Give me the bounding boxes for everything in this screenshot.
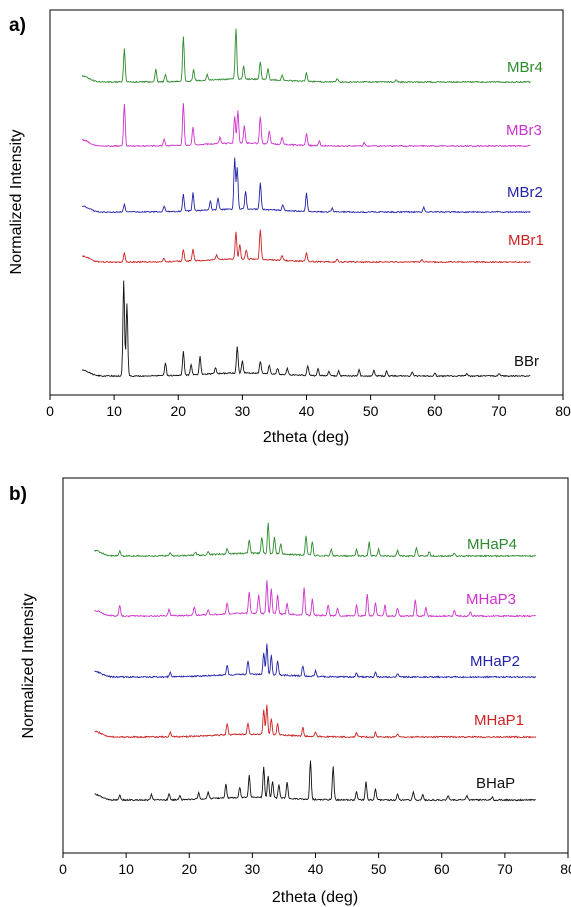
panel-b-y-axis-title: Normalized Intensity: [20, 594, 37, 739]
panel-a-x-ticks: 0 10 20 30 40 50 60 70 80: [46, 395, 571, 419]
panel-b-x-tick-label: 20: [181, 861, 197, 877]
panel-a-x-tick-label: 0: [46, 403, 54, 419]
panel-a-x-tick-label: 10: [106, 403, 122, 419]
panel-b-x-tick-label: 70: [497, 861, 513, 877]
panel-b-x-tick-label: 80: [560, 861, 571, 877]
panel-b-x-axis-title: 2theta (deg): [272, 889, 358, 906]
panel-b-x-tick-label: 10: [118, 861, 134, 877]
panel-a-x-tick-label: 50: [363, 403, 379, 419]
panel-b-series-mhap3-label: MHaP3: [466, 591, 516, 608]
panel-b-series-bhap-line: [94, 760, 536, 802]
panel-b-series-mhap3-line: [94, 580, 536, 618]
panel-a-x-tick-label: 40: [299, 403, 315, 419]
panel-a-x-tick-label: 30: [235, 403, 251, 419]
panel-a-series-mbr1-label: MBr1: [508, 232, 544, 249]
panel-a-x-tick-label: 60: [427, 403, 443, 419]
panel-b-series-mhap2-label: MHaP2: [470, 653, 520, 670]
panel-b-letter: b): [9, 484, 27, 505]
panel-a-plot-frame: [49, 9, 564, 396]
panel-a-series-mbr2-line: [82, 157, 531, 214]
panel-a-x-axis-title: 2theta (deg): [263, 429, 349, 446]
panel-b-x-tick-label: 50: [371, 861, 387, 877]
panel-a-series-mbr4-label: MBr4: [507, 59, 543, 76]
panel-a-letter: a): [9, 15, 26, 36]
panel-a-series-mbr1-line: [81, 229, 531, 264]
panel-a-y-axis-title: Normalized Intensity: [8, 130, 25, 275]
panel-b-series-labels: MHaP4 MHaP3 MHaP2 MHaP1 BHaP: [466, 536, 524, 792]
panel-b-x-tick-label: 0: [59, 861, 67, 877]
panel-a: a) 0 10 20 30 40 50 60 70 80 MBr4 MBr3 MBr2 MBr1 BBr…: [8, 9, 571, 446]
panel-a-series-bbr-line: [81, 280, 531, 378]
panel-a-x-tick-label: 20: [170, 403, 186, 419]
panel-a-traces: [81, 28, 531, 378]
panel-a-series-mbr4-line: [81, 28, 531, 84]
panel-b-series-mhap4-label: MHaP4: [467, 536, 517, 553]
panel-a-series-mbr2-label: MBr2: [507, 184, 543, 201]
panel-a-x-tick-label: 70: [491, 403, 507, 419]
panel-a-series-mbr3-line: [81, 103, 531, 148]
panel-b-x-ticks: 0 10 20 30 40 50 60 70 80: [59, 853, 571, 877]
panel-b-series-mhap2-line: [94, 643, 537, 679]
panel-a-series-mbr3-label: MBr3: [506, 122, 542, 139]
panel-b-series-mhap1-label: MHaP1: [474, 712, 524, 729]
panel-b-x-tick-label: 40: [308, 861, 324, 877]
panel-b-traces: [94, 522, 537, 802]
panel-b-series-mhap4-line: [94, 522, 536, 558]
panel-b-series-mhap1-line: [94, 704, 537, 739]
panel-b-x-tick-label: 60: [434, 861, 450, 877]
panel-b-x-tick-label: 30: [245, 861, 261, 877]
panel-b-series-bhap-label: BHaP: [476, 775, 515, 792]
panel-a-x-tick-label: 80: [555, 403, 571, 419]
panel-a-series-bbr-label: BBr: [514, 353, 539, 370]
panel-a-series-labels: MBr4 MBr3 MBr2 MBr1 BBr: [506, 59, 544, 370]
